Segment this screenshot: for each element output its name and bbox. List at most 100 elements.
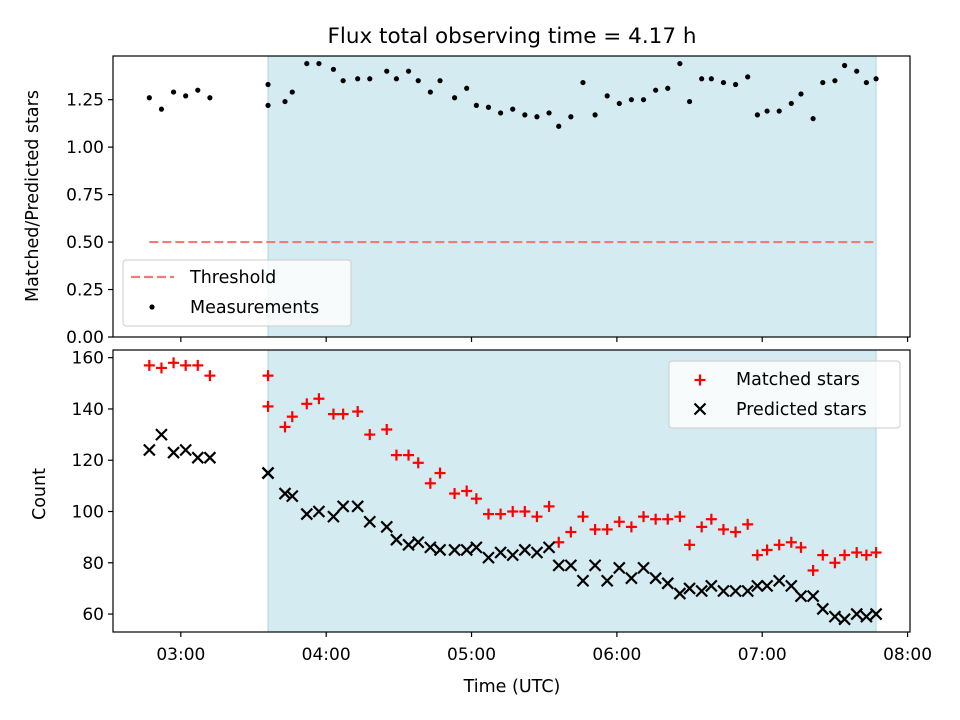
predicted-star-marker (278, 487, 292, 500)
predicted-star-marker (717, 584, 730, 598)
cross-stroke (390, 533, 403, 546)
measurement-point (604, 93, 610, 99)
cross-stroke (850, 607, 863, 621)
measurement-point (405, 68, 412, 74)
measurement-point (485, 104, 492, 110)
matched-star-marker (192, 359, 204, 371)
measurement-point (473, 102, 479, 108)
matched-star-marker (761, 544, 773, 556)
predicted-star-marker (542, 541, 556, 554)
matched-star-marker (424, 477, 436, 489)
matched-star-marker (327, 408, 339, 420)
cross-stroke (167, 446, 180, 459)
measurement-point (330, 66, 337, 72)
matched-star-marker (262, 400, 274, 412)
cross-stroke (576, 574, 590, 588)
cross-stroke (772, 574, 786, 588)
measurement-point (183, 93, 189, 99)
measurement-point (556, 123, 562, 129)
predicted-star-marker (424, 541, 437, 554)
predicted-star-marker (869, 607, 883, 621)
matched-star-marker (553, 536, 565, 548)
count-panel: 60 80 100 120 140 160 03:00 04:00 05:00 06:00 07:… (30, 349, 932, 697)
predicted-star-marker (600, 574, 614, 588)
cross-stroke (588, 559, 602, 572)
predicted-star-marker (448, 543, 461, 557)
predicted-star-marker (806, 589, 820, 603)
cross-stroke (785, 579, 798, 593)
cross-stroke (494, 546, 507, 559)
count-x-ticks: 03:00 04:00 05:00 06:00 07:00 08:00 (156, 632, 932, 665)
measurement-point (764, 108, 770, 114)
measurement-point (810, 116, 816, 122)
matched-star-marker (684, 539, 696, 551)
predicted-star-marker (167, 446, 180, 459)
cross-stroke (203, 451, 217, 464)
predicted-star-marker (261, 466, 275, 480)
cross-stroke (625, 571, 638, 585)
measurement-point (592, 112, 598, 118)
measurement-point (628, 97, 635, 103)
cross-stroke (838, 612, 851, 626)
predicted-star-marker (785, 579, 798, 593)
legend-measurements-swatch (149, 304, 155, 310)
measurement-point (437, 78, 443, 84)
cross-stroke (828, 610, 842, 623)
matched-star-marker (531, 511, 543, 523)
cross-stroke (564, 559, 578, 572)
predicted-star-marker (850, 607, 863, 621)
measurement-point (497, 110, 504, 116)
matched-star-marker (650, 513, 662, 525)
measurement-point (720, 79, 727, 86)
matched-star-marker (696, 521, 708, 533)
ratio-y-tick-label: 0.50 (66, 233, 104, 253)
cross-stroke (794, 589, 808, 603)
matched-star-marker (674, 511, 686, 523)
matched-star-marker (860, 549, 872, 561)
predicted-star-marker (380, 520, 394, 534)
cross-stroke (806, 589, 820, 603)
matched-star-marker (717, 523, 729, 535)
matched-stars-markers (143, 357, 882, 576)
predicted-star-marker (673, 587, 687, 600)
matched-star-marker (817, 549, 829, 561)
cross-stroke (695, 584, 708, 598)
cross-stroke (380, 520, 394, 534)
ratio-y-tick-label: 1.00 (66, 138, 104, 158)
ratio-y-tick-label: 0.75 (66, 186, 104, 206)
measurement-point (788, 100, 794, 107)
legend-predicted-label: Predicted stars (736, 400, 867, 420)
legend-threshold-label: Threshold (189, 268, 276, 288)
ratio-legend: Threshold Measurements (122, 259, 352, 327)
cross-stroke (693, 402, 707, 416)
predicted-stars-markers (143, 428, 883, 626)
legend-plus-marker (694, 374, 706, 386)
measurement-point (265, 102, 271, 108)
predicted-star-marker (625, 571, 638, 585)
measurement-point (745, 74, 751, 80)
cross-stroke (816, 602, 830, 616)
predicted-star-marker (191, 451, 205, 464)
count-y-tick-label: 100 (72, 503, 104, 523)
cross-stroke (637, 561, 650, 575)
predicted-star-marker (143, 443, 156, 457)
measurement-point (289, 89, 295, 95)
cross-stroke (613, 561, 626, 575)
matched-star-marker (638, 511, 650, 523)
predicted-star-marker (390, 533, 403, 546)
predicted-star-marker (285, 489, 299, 503)
predicted-star-marker (729, 584, 742, 598)
matched-star-marker (751, 549, 763, 561)
predicted-star-marker (695, 584, 708, 598)
measurement-point (427, 89, 433, 95)
matched-star-marker (577, 511, 589, 523)
matched-star-marker (412, 457, 424, 469)
cross-stroke (729, 584, 742, 598)
matched-star-marker (742, 518, 754, 530)
measurement-point (699, 76, 705, 82)
cross-stroke (285, 489, 299, 503)
predicted-star-marker (649, 571, 662, 585)
cross-stroke (336, 500, 350, 513)
chart-title: Flux total observing time = 4.17 h (328, 24, 697, 49)
count-plot-frame (112, 349, 911, 633)
